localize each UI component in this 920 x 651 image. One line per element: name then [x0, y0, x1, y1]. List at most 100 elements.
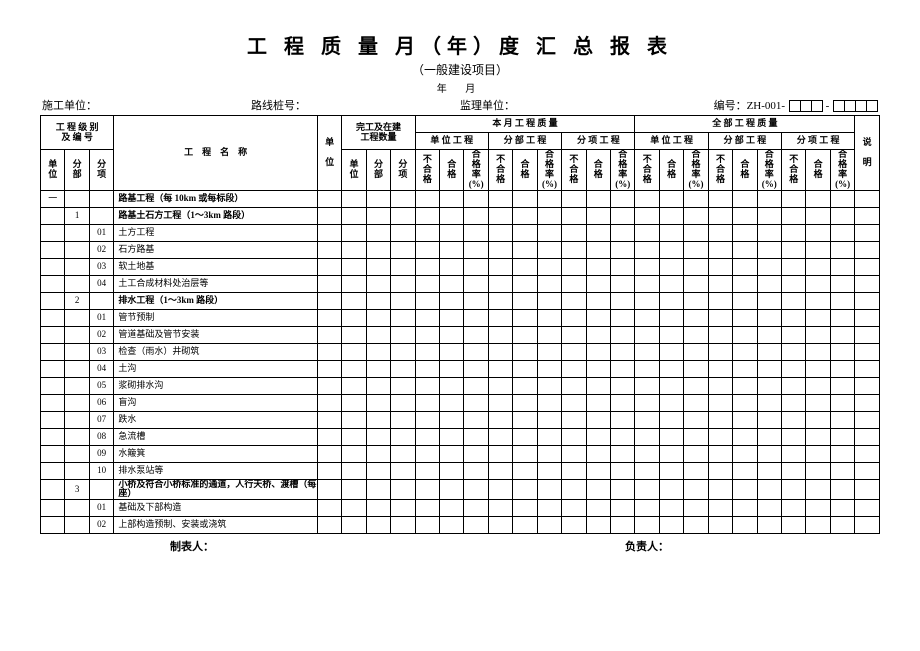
data-cell [513, 292, 537, 309]
data-cell [708, 207, 732, 224]
data-cell [586, 377, 610, 394]
data-cell [635, 462, 659, 479]
data-cell [684, 394, 708, 411]
data-cell [635, 309, 659, 326]
name-cell: 路基土石方工程（1～3km 路段） [114, 207, 318, 224]
data-cell [488, 445, 512, 462]
data-cell [391, 445, 415, 462]
th-qr4: 合格率(%) [684, 150, 708, 191]
th-all: 全 部 工 程 质 量 [635, 116, 855, 133]
data-cell [757, 224, 781, 241]
data-cell [415, 517, 439, 534]
idx-cell [65, 275, 89, 292]
idx-cell [65, 343, 89, 360]
data-cell [513, 445, 537, 462]
data-cell [488, 394, 512, 411]
data-cell [611, 224, 635, 241]
data-cell [635, 207, 659, 224]
data-cell [757, 326, 781, 343]
data-cell [537, 224, 561, 241]
data-cell [635, 500, 659, 517]
data-cell [659, 462, 683, 479]
data-cell [317, 394, 341, 411]
data-cell [635, 360, 659, 377]
data-cell [440, 275, 464, 292]
name-cell: 管节预制 [114, 309, 318, 326]
data-cell [562, 258, 586, 275]
data-cell [440, 326, 464, 343]
idx-cell [41, 241, 65, 258]
data-cell [513, 190, 537, 207]
th-remark: 说明 [855, 116, 880, 191]
data-cell [440, 258, 464, 275]
idx-cell [41, 343, 65, 360]
th-a-uw: 单 位 工 程 [635, 133, 708, 150]
data-cell [366, 241, 390, 258]
idx-cell: 02 [89, 326, 113, 343]
data-cell [317, 445, 341, 462]
data-cell [806, 411, 830, 428]
data-cell [782, 207, 806, 224]
data-cell [513, 258, 537, 275]
data-cell [513, 517, 537, 534]
data-cell [635, 517, 659, 534]
data-cell [440, 292, 464, 309]
data-cell [708, 445, 732, 462]
data-cell [659, 517, 683, 534]
data-cell [464, 500, 488, 517]
data-cell [415, 241, 439, 258]
data-cell [684, 479, 708, 500]
data-cell [366, 224, 390, 241]
idx-cell: 04 [89, 360, 113, 377]
data-cell [537, 500, 561, 517]
th-qr1: 合格率(%) [464, 150, 488, 191]
meta-row: 施工单位： 路线桩号： 监理单位： 编号：ZH-001- - [40, 97, 880, 113]
data-cell [440, 411, 464, 428]
data-cell [440, 428, 464, 445]
data-cell [733, 275, 757, 292]
data-cell [488, 360, 512, 377]
data-cell [391, 394, 415, 411]
idx-cell [41, 445, 65, 462]
name-cell: 检查（雨水）井砌筑 [114, 343, 318, 360]
data-cell [757, 343, 781, 360]
data-cell [855, 241, 880, 258]
supervisor-label: 监理单位： [460, 97, 669, 113]
data-cell [391, 292, 415, 309]
data-cell [830, 275, 854, 292]
data-cell [659, 445, 683, 462]
data-cell [342, 479, 366, 500]
data-cell [488, 343, 512, 360]
data-cell [757, 377, 781, 394]
data-cell [757, 394, 781, 411]
data-cell [830, 445, 854, 462]
data-cell [830, 292, 854, 309]
data-cell [415, 258, 439, 275]
table-row: 02管道基础及管节安装 [41, 326, 880, 343]
data-cell [391, 241, 415, 258]
idx-cell: 一 [41, 190, 65, 207]
table-row: 1路基土石方工程（1～3km 路段） [41, 207, 880, 224]
data-cell [488, 224, 512, 241]
data-cell [366, 207, 390, 224]
table-row: 07跌水 [41, 411, 880, 428]
data-cell [366, 190, 390, 207]
table-row: 02上部构造预制、安装或浇筑 [41, 517, 880, 534]
data-cell [733, 445, 757, 462]
data-cell [830, 326, 854, 343]
data-cell [488, 428, 512, 445]
data-cell [586, 517, 610, 534]
date-line: 年 月 [40, 80, 880, 95]
th-q3: 合格 [586, 150, 610, 191]
data-cell [733, 309, 757, 326]
code-boxes-2 [834, 100, 878, 112]
th-qr3: 合格率(%) [611, 150, 635, 191]
data-cell [415, 326, 439, 343]
data-cell [733, 377, 757, 394]
data-cell [733, 343, 757, 360]
table-row: 01管节预制 [41, 309, 880, 326]
data-cell [415, 428, 439, 445]
name-cell: 急流槽 [114, 428, 318, 445]
data-cell [684, 224, 708, 241]
data-cell [733, 428, 757, 445]
